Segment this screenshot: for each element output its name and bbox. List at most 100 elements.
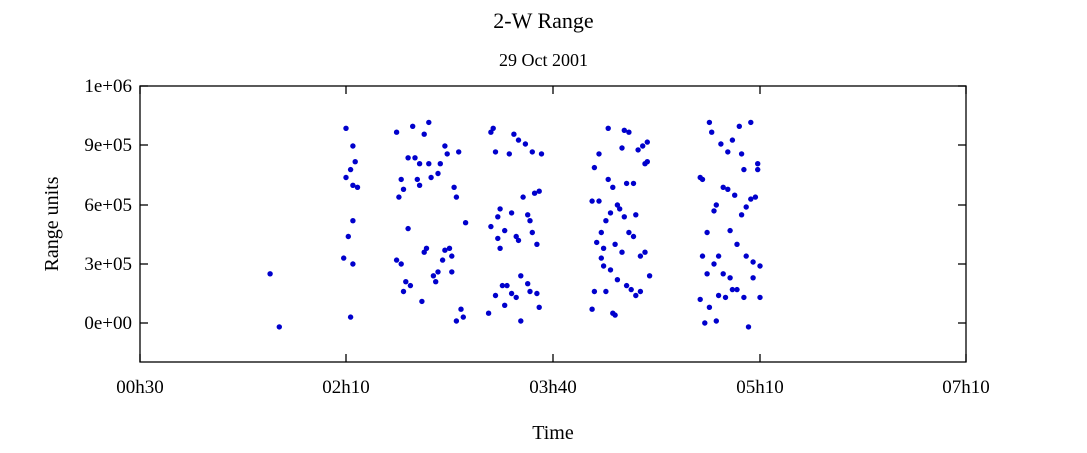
- data-point: [412, 155, 418, 161]
- data-point: [715, 292, 722, 299]
- data-point: [405, 155, 411, 161]
- data-point: [538, 151, 545, 157]
- data-point: [741, 294, 747, 301]
- data-point: [488, 129, 494, 135]
- chart-title: 2-W Range: [493, 8, 594, 33]
- data-point: [603, 218, 609, 224]
- data-point: [640, 143, 646, 149]
- data-point: [513, 233, 519, 240]
- data-point: [646, 273, 653, 279]
- y-tick-label: 1e+06: [84, 76, 132, 97]
- data-point: [727, 227, 733, 234]
- data-point: [727, 275, 733, 281]
- data-point: [449, 253, 455, 259]
- plot-frame: [139, 85, 967, 363]
- data-point: [451, 184, 457, 190]
- data-point: [704, 271, 710, 277]
- data-point: [534, 290, 540, 297]
- data-point: [699, 176, 706, 183]
- data-point: [497, 206, 503, 212]
- data-point: [437, 161, 443, 167]
- data-point: [755, 161, 761, 167]
- data-point: [738, 151, 745, 157]
- data-point: [702, 320, 708, 326]
- data-point: [644, 159, 650, 165]
- x-tick-label: 07h10: [942, 377, 990, 398]
- data-point: [419, 298, 425, 305]
- data-point: [605, 125, 611, 131]
- data-point: [414, 176, 420, 183]
- data-point: [341, 255, 347, 261]
- data-point: [416, 161, 423, 167]
- y-tick-label: 3e+05: [84, 254, 132, 275]
- data-point: [715, 253, 722, 259]
- data-point: [734, 286, 740, 293]
- data-point: [393, 129, 400, 135]
- data-point: [722, 294, 729, 301]
- data-point: [492, 149, 499, 155]
- data-point: [729, 286, 736, 293]
- data-point: [591, 288, 598, 295]
- data-point: [439, 257, 446, 263]
- data-point: [614, 277, 621, 283]
- data-point: [522, 141, 529, 147]
- data-point: [534, 241, 540, 247]
- data-point: [347, 166, 354, 173]
- data-point: [600, 263, 607, 269]
- data-point: [508, 210, 515, 216]
- data-point: [748, 119, 754, 126]
- data-point: [628, 286, 634, 293]
- data-point: [720, 184, 726, 190]
- data-point: [709, 129, 715, 135]
- data-point: [518, 318, 524, 324]
- data-point: [497, 245, 503, 251]
- data-points: [267, 119, 763, 330]
- data-point: [621, 127, 627, 133]
- y-tick-label: 9e+05: [84, 135, 132, 156]
- data-point: [536, 304, 542, 310]
- data-point: [435, 170, 441, 177]
- data-point: [607, 210, 614, 216]
- data-point: [626, 129, 632, 135]
- data-point: [637, 288, 644, 295]
- y-tick-label: 6e+05: [84, 195, 132, 216]
- data-point: [347, 314, 354, 320]
- data-point: [757, 263, 763, 269]
- data-point: [614, 202, 621, 208]
- data-point: [502, 227, 508, 234]
- data-point: [529, 229, 535, 236]
- data-point: [605, 176, 611, 183]
- x-tick-label: 05h10: [736, 377, 784, 398]
- data-point: [610, 184, 616, 190]
- chart-subtitle: 29 Oct 2001: [499, 50, 588, 70]
- data-point: [421, 249, 427, 255]
- data-point: [515, 237, 522, 244]
- x-tick-label: 03h40: [529, 377, 577, 398]
- data-point: [741, 166, 747, 173]
- data-point: [400, 186, 407, 192]
- data-point: [607, 267, 614, 273]
- data-point: [426, 161, 432, 167]
- data-point: [405, 225, 411, 232]
- data-point: [410, 123, 416, 129]
- data-point: [729, 137, 736, 143]
- data-point: [433, 279, 439, 285]
- data-point: [495, 235, 501, 242]
- data-point: [398, 261, 404, 267]
- data-point: [416, 182, 423, 188]
- data-point: [525, 212, 531, 218]
- x-axis-label: Time: [532, 422, 574, 444]
- data-point: [527, 288, 533, 295]
- data-point: [426, 119, 432, 126]
- data-point: [492, 292, 499, 299]
- data-point: [442, 247, 448, 253]
- data-point: [343, 174, 349, 181]
- data-point: [644, 139, 650, 145]
- y-axis-label: Range units: [41, 176, 63, 271]
- data-point: [350, 218, 356, 224]
- data-point: [623, 180, 630, 187]
- data-point: [743, 253, 749, 259]
- data-point: [594, 239, 600, 246]
- data-point: [734, 241, 740, 247]
